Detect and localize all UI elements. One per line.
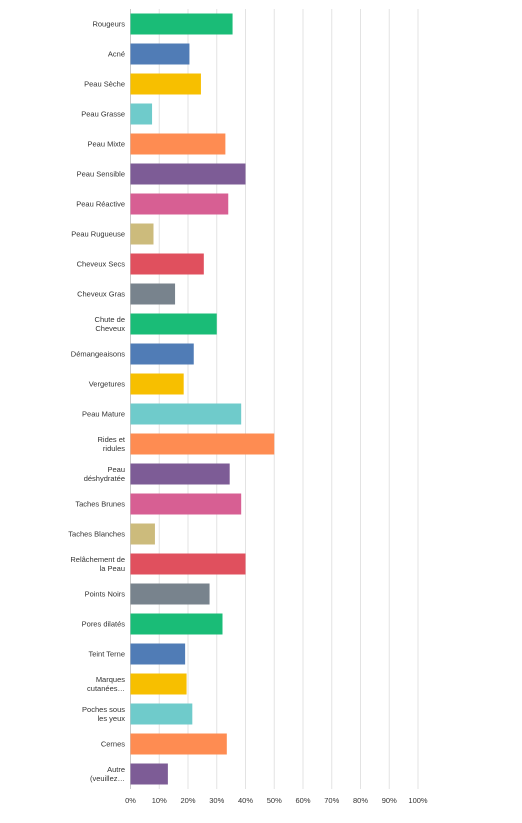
category-label: Peau Mature: [82, 410, 125, 419]
x-tick-label: 20%: [180, 796, 195, 805]
x-tick-label: 90%: [382, 796, 397, 805]
bar-14: [130, 403, 242, 425]
bar-6: [130, 163, 246, 185]
category-label: Vergetures: [89, 380, 126, 389]
bar-21: [130, 613, 223, 635]
category-label: Taches Blanches: [68, 530, 125, 539]
category-label: Teint Terne: [88, 650, 125, 659]
x-tick-label: 50%: [267, 796, 282, 805]
category-label: Autre (veuillez…: [90, 765, 125, 783]
category-label: Cernes: [101, 740, 125, 749]
bar-15: [130, 433, 275, 455]
bar-1: [130, 13, 233, 35]
category-label: Rides et ridules: [97, 435, 125, 453]
bar-10: [130, 283, 176, 305]
bar-13: [130, 373, 184, 395]
bar-22: [130, 643, 186, 665]
bar-3: [130, 73, 201, 95]
category-label: Chute de Cheveux: [95, 315, 126, 333]
category-label: Peau Mixte: [87, 140, 125, 149]
bar-23: [130, 673, 187, 695]
category-label: Peau déshydratée: [84, 465, 125, 483]
category-label: Pores dilatés: [82, 620, 126, 629]
category-label: Acné: [108, 50, 125, 59]
bar-19: [130, 553, 246, 575]
bar-26: [130, 763, 168, 785]
bar-9: [130, 253, 204, 275]
bar-7: [130, 193, 229, 215]
bars: [130, 13, 275, 785]
bar-11: [130, 313, 217, 335]
category-label: Marques cutanées…: [87, 675, 125, 693]
category-label: Relâchement de la Peau: [70, 555, 125, 573]
x-tick-label: 30%: [209, 796, 224, 805]
category-label: Peau Grasse: [81, 110, 125, 119]
category-label: Peau Réactive: [76, 200, 125, 209]
x-tick-label: 60%: [295, 796, 310, 805]
bar-8: [130, 223, 154, 245]
gridlines: [130, 9, 419, 789]
bar-20: [130, 583, 210, 605]
x-tick-label: 10%: [152, 796, 167, 805]
x-tick-label: 80%: [353, 796, 368, 805]
category-label: Démangeaisons: [71, 350, 125, 359]
category-label: Cheveux Gras: [77, 290, 125, 299]
bar-12: [130, 343, 194, 365]
bar-25: [130, 733, 227, 755]
bar-18: [130, 523, 155, 545]
category-label: Points Noirs: [85, 590, 126, 599]
category-label: Rougeurs: [92, 20, 125, 29]
category-label: Peau Sensible: [77, 170, 125, 179]
x-tick-label: 40%: [238, 796, 253, 805]
x-axis-ticks: 0% 10% 20% 30% 40% 50% 60% 70% 80% 90% 100%: [125, 796, 428, 805]
bar-5: [130, 133, 226, 155]
category-label: Peau Sèche: [84, 80, 125, 89]
category-label: Cheveux Secs: [77, 260, 126, 269]
x-tick-label: 0%: [125, 796, 136, 805]
category-label: Peau Rugueuse: [71, 230, 125, 239]
x-tick-label: 100%: [408, 796, 428, 805]
category-label: Taches Brunes: [75, 500, 125, 509]
category-labels: Rougeurs Acné Peau Sèche Peau Grasse Peau Mi…: [68, 20, 126, 783]
bar-24: [130, 703, 193, 725]
bar-2: [130, 43, 190, 65]
bar-4: [130, 103, 153, 125]
bar-17: [130, 493, 242, 515]
category-label: Poches sous les yeux: [82, 705, 125, 723]
bar-16: [130, 463, 230, 485]
x-tick-label: 70%: [324, 796, 339, 805]
